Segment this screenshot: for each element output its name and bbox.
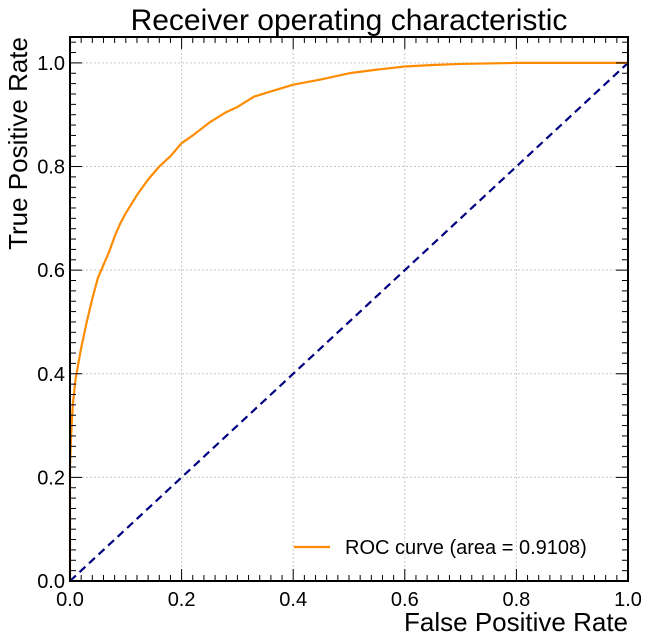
x-tick-label: 0.8 [502, 589, 530, 611]
y-tick-label: 0.6 [37, 260, 65, 282]
x-tick-label: 0.4 [279, 589, 307, 611]
x-tick-label: 0.6 [391, 589, 419, 611]
y-axis-label: True Positive Rate [3, 37, 33, 250]
legend-label-roc: ROC curve (area = 0.9108) [345, 537, 587, 559]
plot-frame [69, 36, 629, 582]
legend: ROC curve (area = 0.9108) [294, 537, 587, 559]
x-tick-label: 1.0 [614, 589, 642, 611]
ticks [69, 37, 629, 582]
chart-title: Receiver operating characteristic [131, 4, 568, 37]
grid [69, 37, 629, 582]
series-layer [68, 61, 629, 582]
x-tick-label: 0.0 [56, 589, 84, 611]
chance-diagonal-line [69, 62, 629, 582]
x-axis-label: False Positive Rate [404, 607, 628, 637]
y-tick-label: 0.4 [37, 364, 65, 386]
y-tick-label: 0.0 [37, 571, 65, 593]
y-tick-label: 0.2 [37, 467, 65, 489]
x-tick-label: 0.2 [168, 589, 196, 611]
y-tick-label: 1.0 [37, 53, 65, 75]
roc-curve-line [68, 61, 628, 581]
y-tick-label: 0.8 [37, 157, 65, 179]
tick-labels: 0.0 0.2 0.4 0.6 0.8 1.0 0.0 0.2 0.4 0.6 0.8 1.0 [37, 53, 642, 611]
